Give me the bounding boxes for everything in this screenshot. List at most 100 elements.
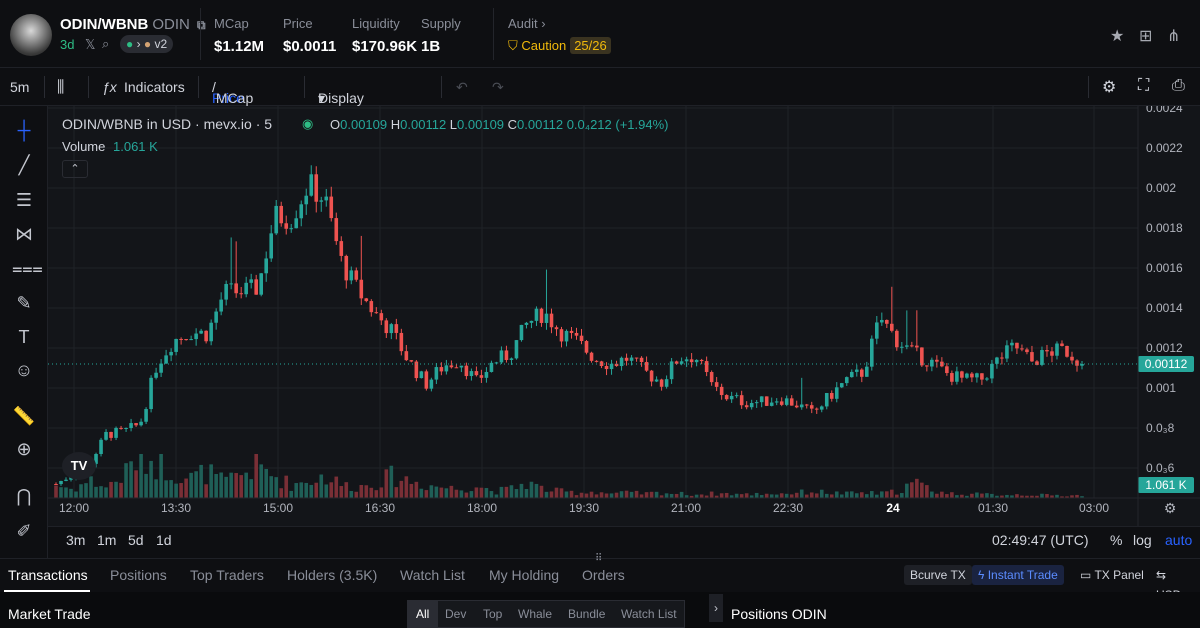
candle-body xyxy=(1040,350,1044,365)
candle-body xyxy=(1025,349,1029,353)
tab-orders[interactable]: Orders xyxy=(582,567,625,583)
price-toggle[interactable]: Price xyxy=(212,90,244,106)
tab-top-traders[interactable]: Top Traders xyxy=(190,567,264,583)
volume-bar xyxy=(439,487,444,498)
timeframe-1m[interactable]: 1m xyxy=(97,532,117,548)
candle-body xyxy=(709,372,714,383)
x-icon[interactable]: 𝕏 xyxy=(85,37,96,52)
volume-bar xyxy=(84,483,88,498)
token-age: 3d xyxy=(60,37,75,52)
text-icon[interactable]: T xyxy=(18,327,30,347)
audit-link[interactable]: Audit › xyxy=(508,16,546,31)
timeframe-3m[interactable]: 3m xyxy=(66,532,86,548)
tx-panel-button[interactable]: ▭ TX Panel xyxy=(1074,565,1150,585)
volume-bar xyxy=(684,495,689,498)
star-icon[interactable]: ★ xyxy=(1110,28,1125,45)
volume-bar xyxy=(819,489,824,498)
candles-icon[interactable]: ⫼ xyxy=(57,79,65,96)
pencil-lock-icon[interactable]: ✐ xyxy=(16,521,32,541)
candle-body xyxy=(739,395,744,406)
indicators-button[interactable]: Indicators xyxy=(124,79,185,95)
current-price-badge xyxy=(1138,356,1194,372)
volume-bar xyxy=(764,493,769,498)
candle-body xyxy=(379,313,384,321)
caution-badge[interactable]: ⛉ Caution 25/26 xyxy=(508,37,611,54)
volume-bar xyxy=(970,493,974,498)
redo-icon[interactable]: ↷ xyxy=(492,79,504,95)
brush-icon[interactable]: ✎ xyxy=(16,293,32,313)
volume-bar xyxy=(509,485,514,498)
tab-my-holding[interactable]: My Holding xyxy=(489,567,560,583)
candle-body xyxy=(444,365,449,372)
candle-body xyxy=(915,345,919,348)
search-icon[interactable]: ⌕ xyxy=(102,36,110,51)
volume-bar xyxy=(99,486,103,498)
camera-icon[interactable]: ⎙ xyxy=(1172,77,1185,94)
candle-body xyxy=(950,373,954,382)
candle-body xyxy=(679,361,684,364)
candle-body xyxy=(854,369,859,372)
instant-trade-button[interactable]: ϟ Instant Trade xyxy=(972,565,1064,585)
magnet-icon[interactable]: ⋂ xyxy=(16,486,32,506)
candle-body xyxy=(814,408,819,410)
settings-icon[interactable]: ⚙ xyxy=(1102,79,1117,96)
candle-body xyxy=(1050,351,1054,356)
timeframe-5d[interactable]: 5d xyxy=(128,532,144,548)
volume-bar xyxy=(79,484,83,498)
volume-bar xyxy=(955,495,959,498)
copy-icon[interactable]: ⧉ xyxy=(197,18,206,32)
undo-icon[interactable]: ↶ xyxy=(456,79,468,95)
drag-handle-icon[interactable]: ⠿ xyxy=(595,553,603,564)
zoom-in-icon[interactable]: ⊕ xyxy=(16,439,32,459)
filter-bundle[interactable]: Bundle xyxy=(568,607,606,621)
candle-body xyxy=(734,395,739,397)
dex-pill[interactable]: ● › ● v2 xyxy=(120,35,174,53)
utc-clock[interactable]: 02:49:47 (UTC) xyxy=(992,532,1089,548)
candle-body xyxy=(544,313,549,323)
price-chart[interactable]: 0.0024 0.0022 0.002 0.0018 0.0016 0.0014 0.001… xyxy=(48,106,1200,558)
price-axis-label: 0.002 xyxy=(1146,181,1176,195)
price-axis-label: 0.0012 xyxy=(1146,341,1183,355)
volume-bar xyxy=(444,488,449,498)
filter-all[interactable]: All xyxy=(416,607,430,621)
filter-watch-list[interactable]: Watch List xyxy=(621,607,677,621)
expand-panel-button[interactable]: › xyxy=(709,594,723,622)
collapse-legend-button[interactable]: ⌃ xyxy=(62,160,88,178)
chart-canvas[interactable]: 0.0024 0.0022 0.002 0.0018 0.0016 0.0014 0.001… xyxy=(48,106,1200,558)
auto-toggle[interactable]: auto xyxy=(1165,532,1193,548)
price-mcap-toggle[interactable]: Price / MCap xyxy=(212,79,254,106)
candle-body xyxy=(159,363,163,373)
emoji-icon[interactable]: ☺ xyxy=(14,360,34,380)
interval-button[interactable]: 5m xyxy=(10,79,30,95)
eye-dot-icon[interactable]: ◉ xyxy=(302,116,314,131)
tab-transactions[interactable]: Transactions xyxy=(8,567,88,583)
crosshair-icon[interactable]: ┼ xyxy=(17,120,31,140)
usd-toggle[interactable]: ⇆ USD xyxy=(1150,565,1200,602)
volume-bar xyxy=(349,490,354,498)
volume-bar xyxy=(89,476,93,498)
candle-body xyxy=(1015,342,1019,349)
tab-positions[interactable]: Positions xyxy=(110,567,167,583)
pattern-icon[interactable]: ⋈ xyxy=(15,224,33,244)
share-icon[interactable]: ⋔ xyxy=(1167,28,1181,45)
filter-top[interactable]: Top xyxy=(483,607,503,621)
filter-dev[interactable]: Dev xyxy=(445,607,467,621)
horizontal-lines-icon[interactable]: ☰ xyxy=(15,190,33,210)
calculator-icon[interactable]: ⊞ xyxy=(1139,28,1153,45)
bcurve-tx-button[interactable]: Bcurve TX xyxy=(904,565,972,585)
fullscreen-icon[interactable]: ⛶ xyxy=(1138,77,1150,94)
candle-body xyxy=(599,361,604,366)
candle-body xyxy=(244,282,248,295)
tab-holders[interactable]: Holders (3.5K) xyxy=(287,567,378,583)
ruler-icon[interactable]: 📏 xyxy=(12,406,36,426)
percent-toggle[interactable]: % xyxy=(1110,532,1123,548)
mcap-toggle[interactable]: MCap xyxy=(215,90,254,106)
trendline-icon[interactable]: ╱ xyxy=(18,155,30,175)
volume-bar xyxy=(834,491,839,498)
log-toggle[interactable]: log xyxy=(1133,532,1152,548)
tab-watch-list[interactable]: Watch List xyxy=(400,567,465,583)
timeframe-1d[interactable]: 1d xyxy=(156,532,172,548)
volume-bar xyxy=(629,491,634,498)
fib-icon[interactable]: ⩶ xyxy=(12,258,43,278)
filter-whale[interactable]: Whale xyxy=(518,607,553,621)
